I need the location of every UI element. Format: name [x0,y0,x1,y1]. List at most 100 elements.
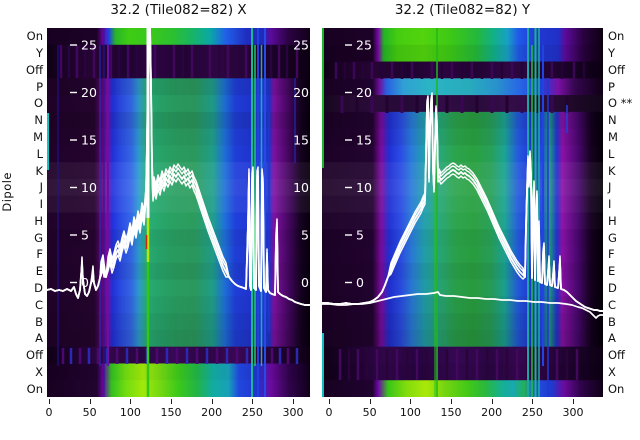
row-shade [322,329,603,348]
heatmap-row [47,346,310,364]
row-shade [47,296,310,314]
dipole-label-right: O ** [608,96,633,111]
heatmap-row [47,95,310,113]
dipole-label-left: Off [26,348,43,363]
db-tick-label-right: 15 [293,133,309,148]
dipole-label-right: On [608,381,625,396]
heatmap-row [47,313,310,331]
dipole-label-left: H [34,213,43,228]
row-shade [322,213,603,230]
heatmap-row [47,162,310,180]
row-shade [47,329,310,348]
row-shade [47,246,310,263]
x-axis-tick [491,399,493,404]
row-shade [47,313,310,331]
dipole-label-right: B [608,314,616,329]
x-axis-tick [130,399,132,404]
row-shade [47,162,310,180]
heatmap-row [47,363,310,381]
spectrum-trace [47,28,310,306]
dipole-label-right: P [608,79,615,94]
row-shade [322,111,603,130]
x-axis-tick [171,399,172,404]
x-axis-tick-label: 100 [119,406,141,419]
heatmap-row [47,44,310,63]
row-shade [47,145,310,162]
heatmap-row [322,28,603,46]
db-tick-label-right: 0 [301,275,309,290]
db-tick-label: 15 [356,133,372,148]
row-shade [47,229,310,247]
x-axis-tick-label: 200 [201,406,223,419]
row-shade [322,229,603,247]
x-axis-tick-label: 300 [562,406,584,419]
dipole-label-left: I [39,197,43,212]
heatmap-row [47,28,310,46]
row-shade [47,363,310,380]
x-axis-tick [369,399,371,404]
dipole-label-left: P [36,79,43,94]
dipole-label-right: C [608,297,617,312]
heatmap-row [47,229,310,247]
x-axis-tick [252,399,254,404]
x-axis-tick-label: 150 [160,406,182,419]
x-axis-tick [89,399,91,404]
db-tick-label: 20 [81,85,97,100]
db-tick-label: 15 [81,133,97,148]
db-tick-label-right: 20 [293,85,309,100]
dipole-label-left: J [39,180,43,195]
heatmap-row [47,111,310,130]
row-shade [47,111,310,130]
heatmap-row [322,346,603,364]
panel-title-y: 32.2 (Tile082=82) Y [394,2,531,18]
heatmap-row [47,296,310,314]
row-shade [47,195,310,213]
reference-trace [322,291,603,319]
heatmap-row [47,279,310,297]
dipole-label-left: F [36,247,43,262]
dipole-label-right: N [608,113,617,128]
heatmap-row [47,178,310,197]
dipole-label-right: X [608,364,616,379]
dipole-label-left: On [26,381,43,396]
dipole-label-left: M [33,130,43,145]
dipole-label-right: A [608,331,616,346]
row-shade [47,128,310,146]
row-shade [322,195,603,213]
db-tick-label-right: 5 [301,228,309,243]
x-axis-tick-label: 0 [45,406,53,419]
dipole-label-left: O [33,96,43,111]
heatmap-row [47,145,310,163]
dipole-label-left: X [35,364,43,379]
db-tick-label: 0 [81,275,89,290]
dipole-label-right: G [608,230,617,245]
dipole-label-left: C [34,297,43,312]
dipole-label-right: On [608,29,625,44]
x-axis-tick-label: 50 [362,406,377,419]
dipole-label-left: B [35,314,43,329]
x-axis-tick-label: 250 [521,406,543,419]
db-tick-label: 10 [81,180,97,195]
x-axis-tick-label: 150 [440,406,462,419]
x-axis-tick-label: 200 [481,406,503,419]
dipole-label-right: K [608,163,616,178]
row-shade [47,78,310,96]
db-tick-label: 10 [356,180,372,195]
dipole-label-left: On [26,29,43,44]
x-axis-tick [329,399,330,404]
x-axis-tick-label: 300 [282,406,304,419]
db-tick-label: 0 [356,275,364,290]
dipole-label-right: M [608,130,618,145]
heatmap-row [47,78,310,96]
dipole-label-right: Y [608,46,616,61]
dipole-label-left: L [36,146,43,161]
heatmap-row [47,212,310,230]
dipole-label-left: G [34,230,43,245]
dipole-label-right: H [608,213,617,228]
db-tick-label-right: 25 [293,38,309,53]
x-axis-tick [573,399,575,404]
row-shade [322,296,603,314]
db-tick-label: 25 [356,38,372,53]
x-axis-tick [451,399,452,404]
row-shade [322,363,603,381]
